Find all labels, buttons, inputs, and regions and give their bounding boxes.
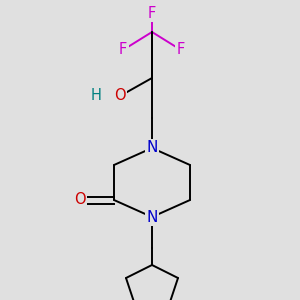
Text: F: F <box>119 43 127 58</box>
Text: N: N <box>146 140 158 155</box>
Text: O: O <box>74 193 86 208</box>
Text: N: N <box>146 209 158 224</box>
Text: F: F <box>177 43 185 58</box>
Text: F: F <box>148 5 156 20</box>
Text: H: H <box>91 88 101 104</box>
Text: O: O <box>114 88 126 104</box>
